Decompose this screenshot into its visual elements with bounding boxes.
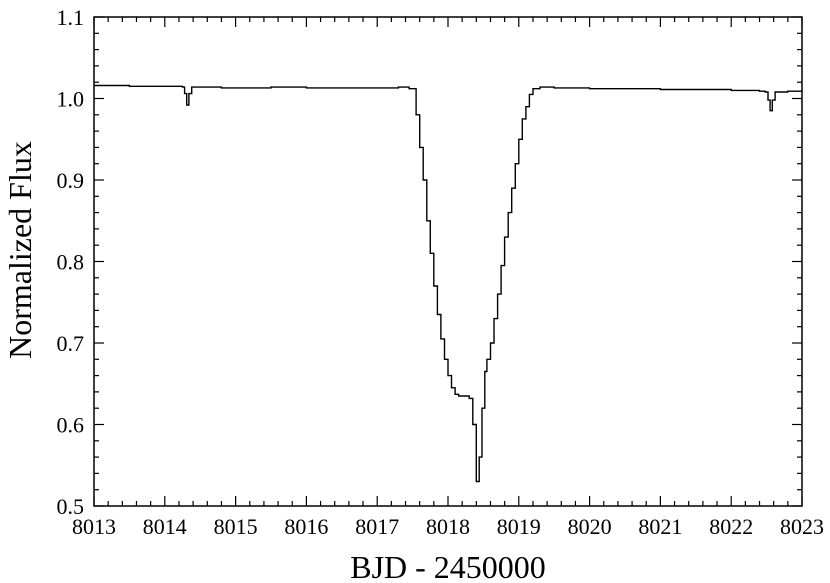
x-tick-label: 8013 xyxy=(72,514,116,539)
plot-frame xyxy=(93,16,803,507)
y-tick-label: 0.6 xyxy=(57,413,85,438)
x-tick-label: 8015 xyxy=(214,514,258,539)
y-tick-labels: 0.5 0.6 0.7 0.8 0.9 1.0 1.1 xyxy=(57,5,85,519)
x-tick-label: 8019 xyxy=(497,514,541,539)
y-axis-label: Normalized Flux xyxy=(2,141,38,359)
x-tick-label: 8017 xyxy=(355,514,399,539)
y-tick-label: 1.0 xyxy=(57,87,85,112)
x-tick-label: 8023 xyxy=(780,514,824,539)
x-tick-label: 8014 xyxy=(143,514,187,539)
x-tick-label: 8020 xyxy=(568,514,612,539)
x-tick-label: 8022 xyxy=(709,514,753,539)
x-tick-label: 8021 xyxy=(638,514,682,539)
x-tick-label: 8016 xyxy=(284,514,328,539)
x-tick-labels: 8013 8014 8015 8016 8017 8018 8019 8020 8021 8022… xyxy=(72,514,824,539)
y-tick-label: 1.1 xyxy=(57,5,85,30)
y-tick-label: 0.8 xyxy=(57,250,85,275)
x-tick-label: 8018 xyxy=(426,514,470,539)
axis-ticks xyxy=(93,16,803,507)
y-tick-label: 0.9 xyxy=(57,168,85,193)
flux-series-line xyxy=(94,84,803,483)
y-tick-label: 0.5 xyxy=(57,494,85,519)
y-tick-label: 0.7 xyxy=(57,331,85,356)
x-axis-label: BJD - 2450000 xyxy=(350,549,546,583)
